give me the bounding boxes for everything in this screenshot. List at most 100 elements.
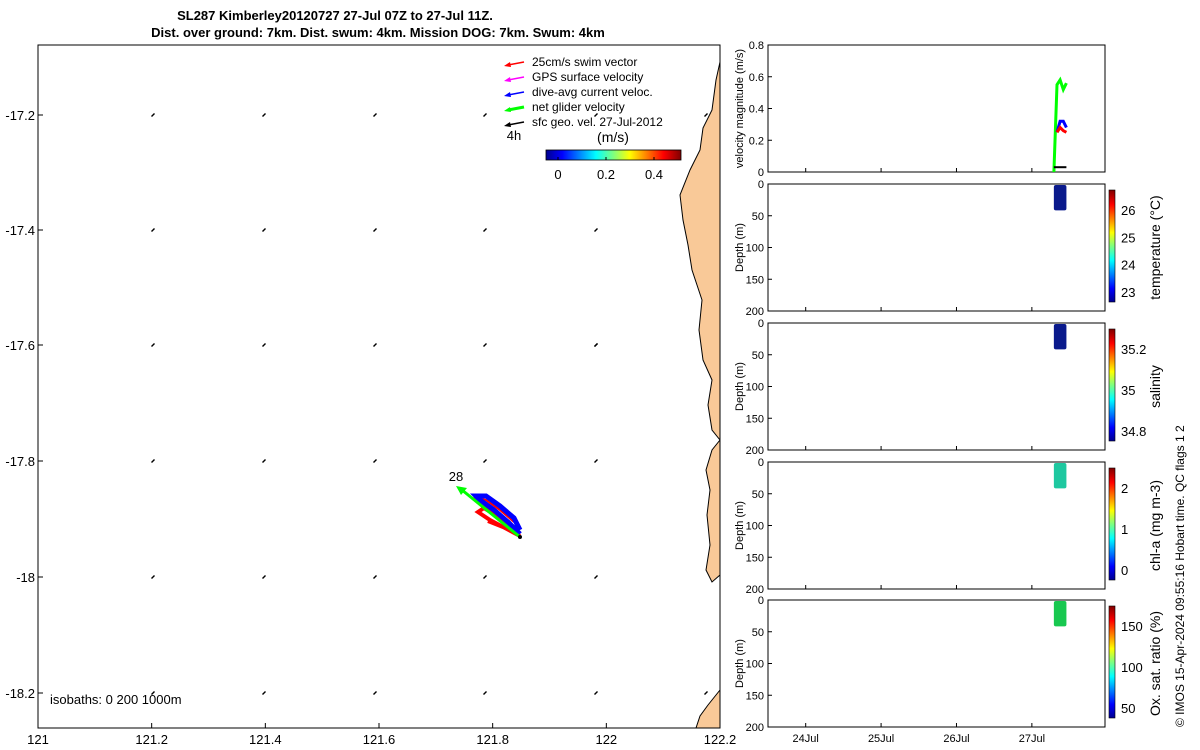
net-glider-velocity-arrow — [461, 488, 521, 539]
map-y-ticks: -17.2 -17.4 -17.6 -17.8 -18 -18.2 — [5, 108, 43, 701]
profile-colorbar-tick-label: 26 — [1121, 203, 1135, 218]
profile-colorbar-tick-label: 34.8 — [1121, 424, 1146, 439]
geo-velocity-arrow — [483, 691, 487, 695]
geo-velocity-arrow — [483, 575, 487, 579]
map-x-tick-label: 121.2 — [135, 732, 168, 747]
geo-velocity-arrow — [262, 228, 266, 232]
map-y-tick-label: -18.2 — [5, 686, 35, 701]
legend-swatch — [507, 91, 525, 96]
legend-label: dive-avg current veloc. — [532, 85, 653, 99]
legend-arrowhead — [504, 107, 511, 112]
panel-y-tick-label: 100 — [746, 521, 764, 533]
dive-avg-current-cluster — [469, 493, 523, 536]
panel-y-tick-label: 50 — [752, 489, 764, 501]
geo-velocity-arrow — [594, 575, 598, 579]
time-tick-label: 26Jul — [943, 733, 969, 745]
profile-colorbar-tick-label: 24 — [1121, 258, 1135, 273]
legend-label: net glider velocity — [532, 100, 625, 114]
profile-colorbar-tick-label: 35 — [1121, 383, 1135, 398]
geo-velocity-arrow — [151, 575, 155, 579]
land-mass-mid — [705, 438, 721, 583]
sfc-geo-velocity-arrows — [151, 113, 708, 695]
map-y-tick-label: -17.2 — [5, 108, 35, 123]
legend-swatch — [507, 61, 525, 66]
legend-swatch — [507, 105, 525, 112]
panel-y-tick-label: 50 — [752, 350, 764, 362]
profile-colorbar-tick-label: 0 — [1121, 563, 1128, 578]
geo-velocity-arrow — [483, 113, 487, 117]
profile-colorbar-tick-label: 150 — [1121, 619, 1143, 634]
geo-velocity-arrow — [483, 459, 487, 463]
profile-variable-label: salinity — [1147, 365, 1163, 408]
legend-arrowhead — [504, 122, 511, 127]
panel-y-tick-label: 100 — [746, 243, 764, 255]
geo-velocity-arrow — [262, 459, 266, 463]
track-label: 28 — [449, 469, 463, 484]
geo-velocity-arrow — [373, 228, 377, 232]
panel-y-tick-label: 0.4 — [749, 104, 764, 116]
profile-variable-label: chl-a (mg m-3) — [1147, 480, 1163, 571]
legend-label: sfc geo. vel. 27-Jul-2012 — [532, 115, 663, 129]
legend-label: GPS surface velocity — [532, 70, 643, 84]
legend-arrowhead — [504, 62, 511, 67]
panel-y-tick-label: 0 — [758, 167, 764, 179]
geo-velocity-arrow — [151, 459, 155, 463]
panel-y-tick-label: 200 — [746, 584, 764, 596]
panel-y-tick-label: 50 — [752, 627, 764, 639]
legend-arrowhead — [504, 92, 511, 97]
profile-colorbar-tick-label: 50 — [1121, 701, 1135, 716]
panel-y-label: velocity magnitude (m/s) — [734, 49, 746, 168]
profile-variable-label: Ox. sat. ratio (%) — [1147, 611, 1163, 716]
panel-y-tick-label: 200 — [746, 306, 764, 318]
panel-y-tick-label: 200 — [746, 722, 764, 734]
map-y-tick-label: -17.8 — [5, 454, 35, 469]
panel-y-tick-label: 0.8 — [749, 40, 764, 52]
profile-colorbar-tick-label: 100 — [1121, 660, 1143, 675]
geo-velocity-arrow — [373, 113, 377, 117]
panel-y-tick-label: 0 — [758, 595, 764, 607]
map-frame — [37, 44, 721, 729]
speed-colorbar-ticks: 0 0.2 0.4 — [554, 157, 663, 182]
colorbar-tick-label: 0.2 — [597, 167, 615, 182]
footer-note: © IMOS 15-Apr-2024 09:55:16 Hobart time.… — [1173, 425, 1187, 727]
profile-colorbar — [1108, 467, 1116, 581]
time-axis: 24Jul 25Jul 26Jul 27Jul — [793, 733, 1045, 745]
legend-swatch — [507, 76, 525, 81]
velocity-series-line — [1055, 119, 1068, 133]
colorbar-unit: (m/s) — [597, 129, 629, 145]
panel-y-tick-label: 100 — [746, 659, 764, 671]
panel-y-tick-label: 200 — [746, 445, 764, 457]
geo-velocity-arrow — [594, 343, 598, 347]
panel-y-tick-label: 0 — [758, 179, 764, 191]
profile-data-block — [1053, 185, 1067, 211]
geo-velocity-arrow — [151, 113, 155, 117]
panel-y-tick-label: 150 — [746, 274, 764, 286]
depth-panel: 0 50 100 150 200 Depth (m) 26 25 24 23 temperature… — [734, 179, 1163, 318]
geo-velocity-arrow — [373, 459, 377, 463]
geo-velocity-arrow — [262, 575, 266, 579]
legend-arrowhead — [504, 77, 511, 82]
map-panel: 121 121.2 121.4 121.6 121.8 122 122.2 -17.2-17… — [5, 44, 736, 747]
profile-colorbar — [1108, 605, 1116, 719]
legend-swatch — [507, 121, 525, 126]
profile-colorbar — [1108, 328, 1116, 442]
geo-velocity-arrow — [594, 691, 598, 695]
colorbar-tick-label: 0 — [554, 167, 561, 182]
panel-y-tick-label: 0.6 — [749, 72, 764, 84]
panel-y-tick-label: 150 — [746, 552, 764, 564]
map-y-tick-label: -17.6 — [5, 338, 35, 353]
panel-y-label: Depth (m) — [734, 501, 746, 550]
panel-y-tick-label: 0 — [758, 457, 764, 469]
velocity-series-line — [1055, 125, 1068, 134]
geo-velocity-arrow — [373, 343, 377, 347]
land-mass — [679, 45, 721, 442]
geo-velocity-arrow — [373, 691, 377, 695]
geo-velocity-arrow — [704, 113, 708, 117]
profile-data-block — [1053, 601, 1067, 627]
legend-label: 25cm/s swim vector — [532, 55, 637, 69]
geo-velocity-arrow — [262, 343, 266, 347]
land-mass-south — [695, 688, 721, 729]
